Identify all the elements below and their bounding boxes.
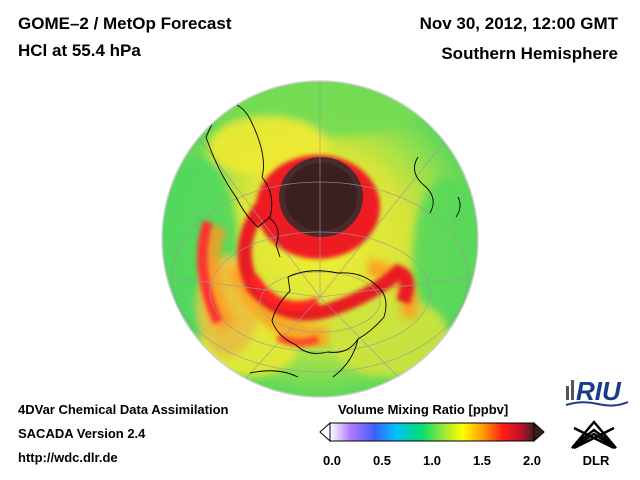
map-title: GOME–2 / MetOp Forecast	[18, 14, 232, 33]
dlr-logo: DLR	[571, 420, 617, 468]
riu-logo: RIU	[565, 376, 629, 407]
footer-version: SACADA Version 2.4	[18, 426, 146, 441]
footer-url[interactable]: http://wdc.dlr.de	[18, 450, 118, 465]
footer-method: 4DVar Chemical Data Assimilation	[18, 402, 229, 417]
colorbar-tick: 0.5	[372, 453, 392, 468]
colorbar	[319, 421, 545, 443]
region-label: Southern Hemisphere	[441, 44, 618, 63]
colorbar-tick: 1.0	[422, 453, 442, 468]
colorbar-title: Volume Mixing Ratio [ppbv]	[338, 402, 509, 417]
colorbar-tick: 0.0	[322, 453, 342, 468]
map-subtitle: HCl at 55.4 hPa	[18, 41, 141, 60]
svg-text:DLR: DLR	[583, 453, 610, 468]
globe-map	[161, 80, 479, 398]
svg-text:RIU: RIU	[576, 376, 622, 406]
forecast-date: Nov 30, 2012, 12:00 GMT	[419, 14, 618, 33]
colorbar-tick: 1.5	[472, 453, 492, 468]
colorbar-tick: 2.0	[522, 453, 542, 468]
